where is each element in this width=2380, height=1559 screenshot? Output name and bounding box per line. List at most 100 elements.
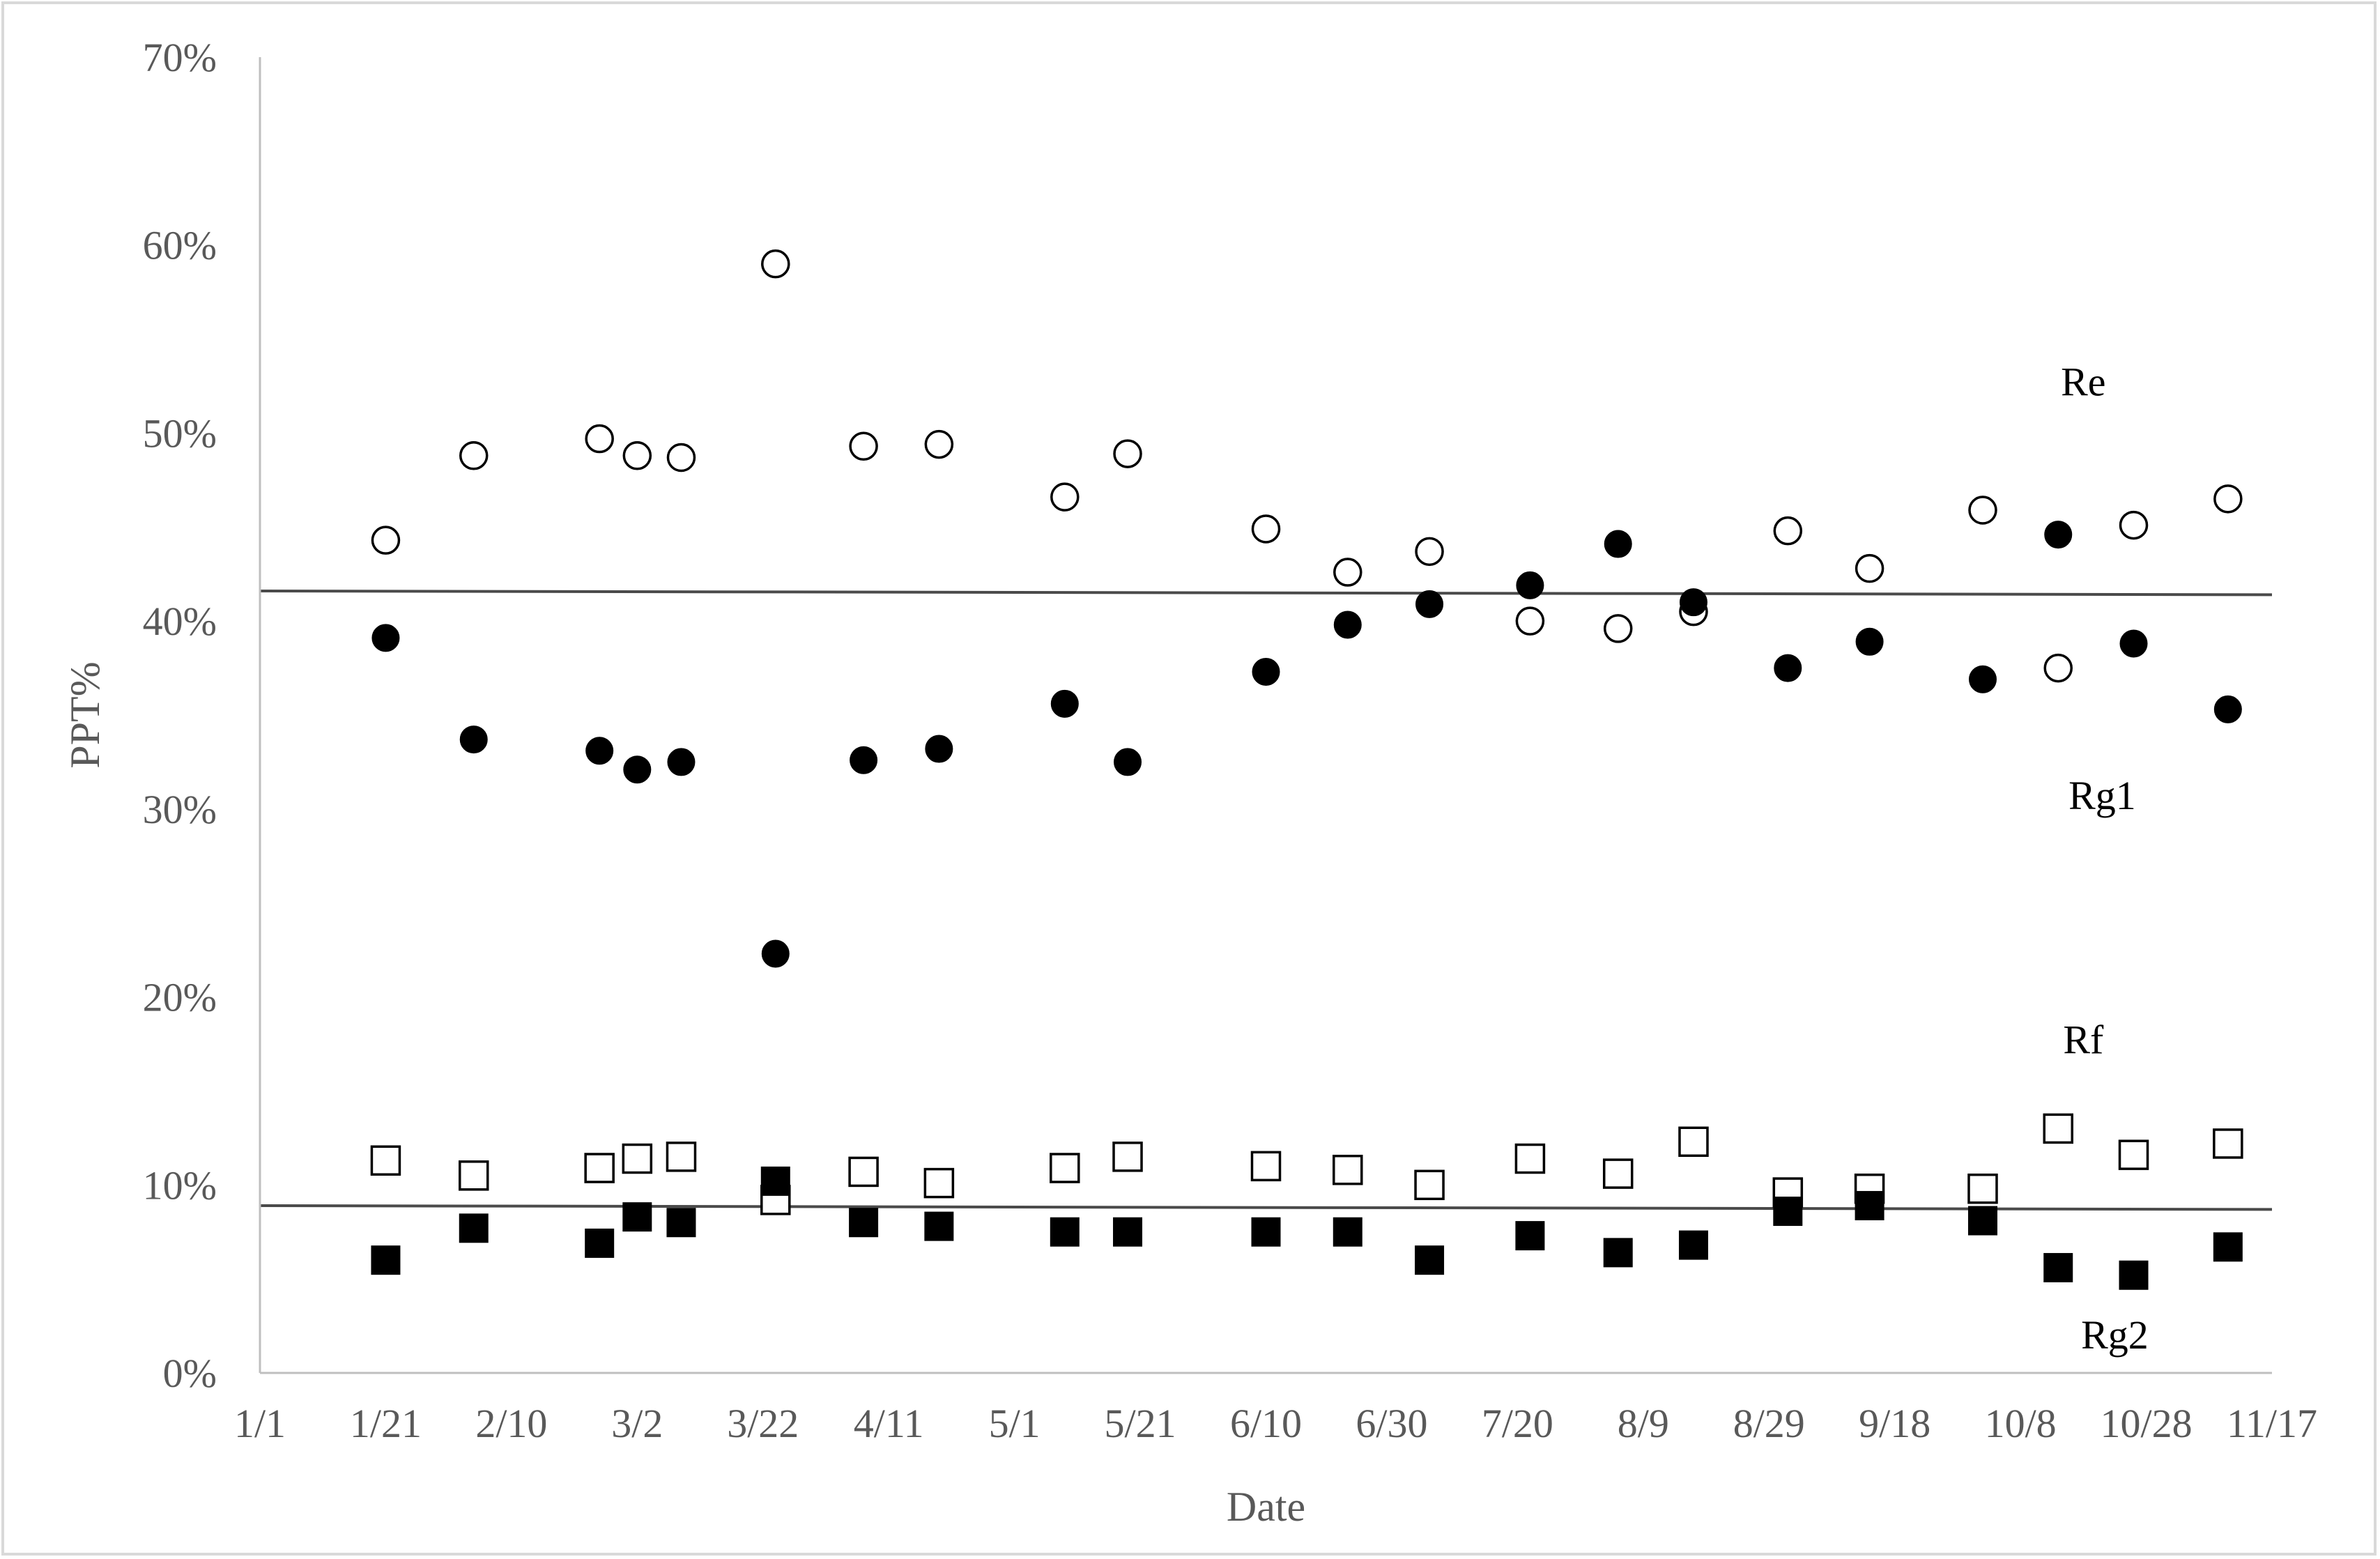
point-re	[1415, 537, 1444, 567]
point-rf	[1250, 1151, 1282, 1182]
point-rf	[1602, 1158, 1634, 1189]
x-tick-label: 6/10	[1230, 1401, 1302, 1446]
y-tick-label: 40%	[143, 599, 217, 644]
point-re	[1968, 496, 1997, 525]
point-re	[1515, 606, 1545, 636]
x-tick-label: 7/20	[1482, 1401, 1553, 1446]
x-tick-label: 10/8	[1985, 1401, 2057, 1446]
point-rg1	[1774, 654, 1802, 682]
point-rg1	[1679, 588, 1707, 617]
point-rf	[2118, 1139, 2149, 1170]
x-tick-label: 1/1	[234, 1401, 286, 1446]
axes-group: 0% 10% 20% 30% 40% 50% 60% 70% 1/1 1/21 2/10 3/2 3/…	[62, 35, 2317, 1530]
x-tick-label: 9/18	[1859, 1401, 1930, 1446]
point-rg2	[585, 1228, 615, 1258]
point-re	[1333, 558, 1362, 587]
point-re	[585, 424, 614, 454]
point-rf	[2213, 1128, 2243, 1159]
point-rg1	[2044, 521, 2073, 549]
point-rf	[1678, 1126, 1709, 1158]
point-rf	[584, 1153, 615, 1183]
point-rf	[2043, 1113, 2074, 1144]
point-re	[622, 441, 652, 470]
series-rf	[370, 1113, 2243, 1215]
x-tick-label: 6/30	[1356, 1401, 1427, 1446]
point-rg2	[371, 1245, 401, 1275]
point-rg2	[1251, 1217, 1281, 1247]
point-rg1	[1415, 590, 1444, 618]
point-rg1	[2119, 629, 2148, 658]
point-rg2	[1678, 1230, 1708, 1260]
y-tick-label: 70%	[143, 35, 217, 80]
x-tick-label: 8/9	[1618, 1401, 1669, 1446]
point-rg1	[1050, 689, 1079, 718]
point-rg2	[1773, 1197, 1803, 1227]
series-label-rg2: Rg2	[2081, 1312, 2149, 1358]
point-rg1	[459, 725, 488, 754]
x-tick-label: 3/2	[611, 1401, 663, 1446]
trendline-upper	[259, 589, 2273, 597]
point-rg2	[924, 1211, 954, 1241]
point-re	[924, 429, 954, 459]
x-tick-label: 1/21	[350, 1401, 422, 1446]
point-re	[2213, 484, 2243, 514]
point-rf	[458, 1160, 489, 1191]
point-rf	[622, 1143, 653, 1174]
y-tick-label: 60%	[143, 223, 217, 268]
trendline-lower	[259, 1204, 2273, 1211]
point-rg2	[1113, 1217, 1143, 1247]
point-re	[459, 441, 489, 470]
point-rg2	[2213, 1232, 2243, 1262]
point-re	[1113, 439, 1142, 468]
point-rg1	[1516, 571, 1544, 599]
point-rg2	[1050, 1217, 1080, 1247]
point-rg1	[1968, 665, 1997, 693]
point-re	[2043, 653, 2073, 683]
point-re	[1251, 514, 1281, 544]
series-labels: Re Rg1 Rf Rg2	[2061, 359, 2149, 1357]
point-rg1	[371, 624, 400, 652]
point-re	[761, 249, 790, 279]
point-rg1	[925, 735, 953, 763]
x-tick-label: 8/29	[1733, 1401, 1805, 1446]
point-re	[2119, 510, 2149, 540]
x-tick-label: 4/11	[854, 1401, 924, 1446]
x-tick-label: 5/1	[989, 1401, 1041, 1446]
series-label-rf: Rf	[2063, 1017, 2104, 1062]
x-axis-title: Date	[1227, 1484, 1305, 1530]
point-rg1	[1114, 748, 1142, 776]
point-rf	[1333, 1154, 1363, 1185]
series-rg2	[371, 1166, 2243, 1290]
point-rf	[370, 1145, 401, 1176]
y-tick-label: 50%	[143, 410, 217, 456]
point-rg1	[1252, 657, 1280, 686]
x-tick-label: 5/21	[1105, 1401, 1176, 1446]
point-rf	[923, 1167, 955, 1199]
series-rg1	[371, 521, 2242, 968]
point-rg2	[849, 1208, 879, 1238]
x-tick-label: 11/17	[2227, 1401, 2317, 1446]
point-rf	[1967, 1173, 1998, 1204]
point-rf	[848, 1156, 879, 1188]
point-rg2	[459, 1213, 489, 1243]
x-tick-label: 3/22	[727, 1401, 799, 1446]
point-rg1	[1855, 627, 1884, 656]
point-rg2	[1603, 1238, 1633, 1268]
point-rf	[666, 1142, 697, 1172]
y-tick-label: 20%	[143, 975, 217, 1020]
y-axis-title: PPT%	[62, 661, 108, 768]
point-rg2	[1855, 1190, 1884, 1220]
series-label-re: Re	[2061, 359, 2105, 404]
point-rg1	[623, 755, 652, 784]
point-rg2	[622, 1202, 652, 1232]
point-re	[849, 431, 878, 461]
point-rf	[1050, 1153, 1080, 1183]
point-rg1	[2213, 695, 2242, 723]
point-rg1	[761, 939, 790, 968]
point-rf	[1514, 1143, 1546, 1174]
x-tick-label: 2/10	[475, 1401, 547, 1446]
x-tick-label: 10/28	[2101, 1401, 2193, 1446]
series-label-rg1: Rg1	[2068, 773, 2136, 818]
